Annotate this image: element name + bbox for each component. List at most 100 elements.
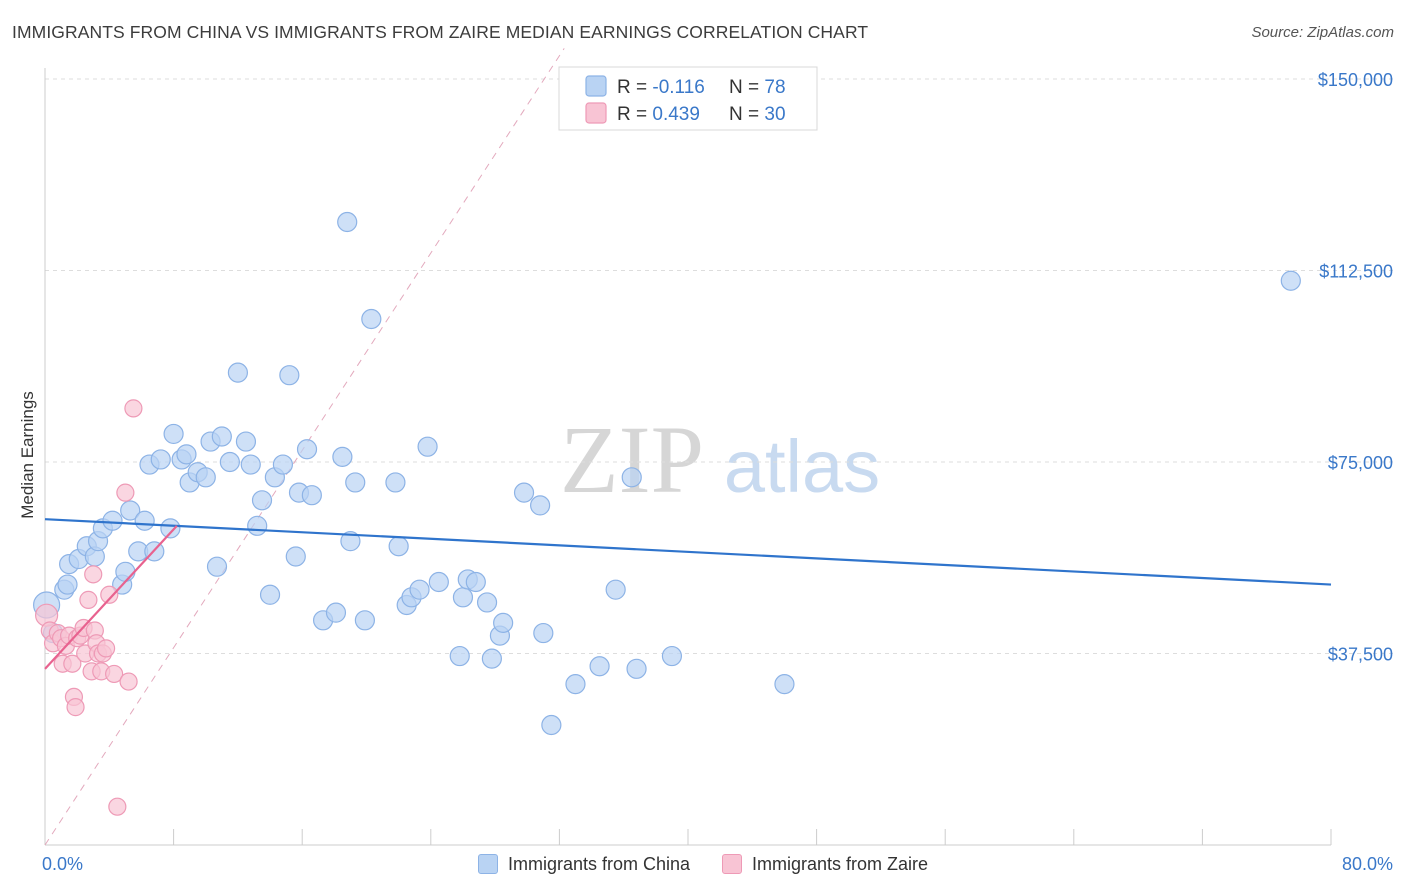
china-point-62 <box>476 592 498 613</box>
y-tick-label-1: $75,000 <box>1328 453 1393 473</box>
china-point-12 <box>115 561 136 582</box>
legend-swatch-china <box>585 75 607 97</box>
china-point-27 <box>206 556 228 577</box>
zaire-point-27 <box>116 483 135 502</box>
legend-r-label-zaire: R = <box>617 104 652 125</box>
y-axis-label: Median Earnings <box>18 391 37 519</box>
x-tick-label-0: 0.0% <box>42 854 83 874</box>
series-legend: Immigrants from China Immigrants from Za… <box>0 852 1406 876</box>
china-point-29 <box>219 451 240 473</box>
series-zaire-points <box>35 399 143 816</box>
legend-label-china: Immigrants from China <box>507 853 691 874</box>
zaire-point-26 <box>108 797 127 816</box>
x-tick-label-1: 80.0% <box>1342 854 1393 874</box>
legend-label-zaire: Immigrants from Zaire <box>752 853 929 874</box>
china-point-56 <box>417 436 438 457</box>
y-tick-label-3: $150,000 <box>1318 70 1393 90</box>
tick-labels: $37,500 $75,000 $112,500 $150,000 0.0% 80.0% <box>42 70 1393 874</box>
china-point-70 <box>565 674 586 695</box>
china-point-68 <box>533 622 554 644</box>
legend-r-value-zaire: 0.439 <box>652 104 700 125</box>
legend-swatch-china-bottom <box>477 854 498 874</box>
china-point-15 <box>134 510 155 531</box>
china-point-28 <box>211 426 232 447</box>
china-point-55 <box>409 579 430 600</box>
axes <box>44 68 1332 846</box>
y-tick-label-0: $37,500 <box>1328 645 1393 665</box>
legend-n-label-zaire: N = <box>729 104 764 125</box>
grid-lines <box>45 78 1395 654</box>
y-tick-label-2: $112,500 <box>1319 262 1393 282</box>
china-point-13 <box>120 500 141 521</box>
legend-swatch-zaire <box>585 102 607 124</box>
legend-item-china: Immigrants from China <box>477 853 691 875</box>
zaire-point-23 <box>96 639 116 658</box>
china-point-39 <box>285 546 306 567</box>
china-point-31 <box>235 431 257 452</box>
china-point-22 <box>176 444 197 465</box>
china-point-35 <box>259 584 281 605</box>
china-point-51 <box>385 472 406 493</box>
china-point-32 <box>240 454 261 475</box>
legend-n-value-zaire: 30 <box>764 104 785 125</box>
china-point-52 <box>388 536 409 557</box>
legend-item-zaire: Immigrants from Zaire <box>722 854 928 875</box>
watermark-atlas: atlas <box>724 425 880 508</box>
chart-title: IMMIGRANTS FROM CHINA VS IMMIGRANTS FROM… <box>12 22 869 42</box>
china-point-59 <box>452 587 474 608</box>
china-point-46 <box>337 211 358 233</box>
china-point-41 <box>296 439 318 460</box>
china-point-48 <box>345 472 366 493</box>
legend-r-label-china: R = <box>617 77 652 98</box>
china-point-57 <box>428 571 449 593</box>
china-point-3 <box>57 574 78 595</box>
china-point-67 <box>530 495 551 516</box>
china-point-42 <box>301 485 322 506</box>
diagonal-reference-line <box>44 48 565 846</box>
china-trend-line <box>44 518 1332 586</box>
zaire-point-29 <box>124 399 143 418</box>
china-point-19 <box>160 518 181 539</box>
zaire-trend-line <box>44 525 178 670</box>
china-point-74 <box>626 658 647 679</box>
legend-n-value-china: 78 <box>764 77 785 98</box>
china-point-50 <box>361 308 382 330</box>
china-point-66 <box>513 482 535 503</box>
china-point-34 <box>251 490 273 511</box>
china-point-77 <box>1280 270 1301 291</box>
svg-text:R = 0.439: R = 0.439 <box>617 104 700 125</box>
watermark-zip: ZIP <box>560 406 704 513</box>
china-point-73 <box>621 467 642 488</box>
china-point-76 <box>774 674 795 695</box>
china-point-69 <box>541 714 562 736</box>
china-point-71 <box>589 656 610 677</box>
zaire-point-15 <box>79 590 98 609</box>
zaire-point-24 <box>100 585 119 604</box>
china-point-61 <box>465 571 486 593</box>
china-point-25 <box>195 467 216 488</box>
legend-r-value-china: -0.116 <box>652 77 704 98</box>
china-point-58 <box>449 645 470 667</box>
source-credit: Source: ZipAtlas.com <box>1251 24 1394 41</box>
china-point-49 <box>354 610 375 631</box>
china-point-20 <box>163 423 184 445</box>
china-point-10 <box>102 510 123 531</box>
china-point-30 <box>227 362 248 383</box>
svg-text:N = 78: N = 78 <box>729 77 786 98</box>
correlation-legend: R = -0.116 N = 78 R = 0.439 N = 30 <box>558 66 818 131</box>
trend-lines <box>44 518 1332 670</box>
china-point-18 <box>150 449 171 470</box>
china-point-44 <box>325 602 347 623</box>
zaire-point-10 <box>66 698 85 717</box>
legend-swatch-zaire-bottom <box>722 854 743 874</box>
china-point-45 <box>332 446 353 467</box>
china-point-37 <box>272 454 294 475</box>
reference-line <box>44 48 565 846</box>
china-point-72 <box>605 579 626 600</box>
legend-n-label-china: N = <box>729 77 764 98</box>
china-point-47 <box>340 531 361 552</box>
china-point-33 <box>247 515 268 536</box>
zaire-point-28 <box>119 672 138 691</box>
china-point-63 <box>481 648 502 669</box>
